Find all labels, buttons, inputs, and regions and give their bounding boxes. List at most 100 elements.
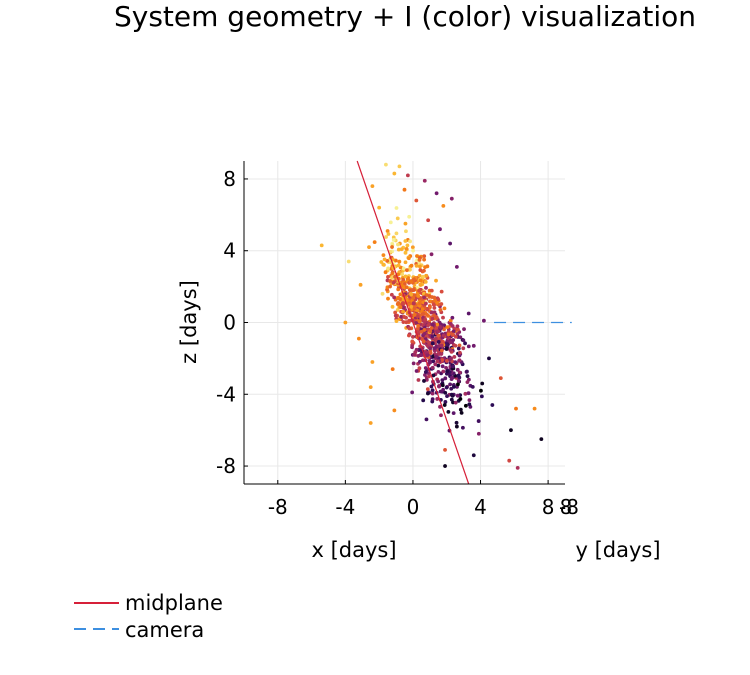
data-point <box>470 384 475 389</box>
data-point <box>409 279 413 284</box>
data-point <box>479 388 483 393</box>
data-point <box>432 346 437 351</box>
data-point <box>532 406 537 411</box>
chart-title: System geometry + I (color) visualizatio… <box>114 0 696 33</box>
data-point <box>405 243 410 248</box>
data-point <box>437 384 441 389</box>
data-point <box>436 369 441 374</box>
data-point <box>422 178 427 183</box>
data-point <box>458 397 463 401</box>
data-point <box>455 332 460 336</box>
data-point <box>448 382 453 387</box>
data-point <box>367 245 371 250</box>
data-point <box>419 353 424 358</box>
data-point <box>368 385 373 389</box>
data-point <box>380 291 385 296</box>
data-point <box>454 424 459 429</box>
data-point <box>471 343 476 348</box>
data-point <box>418 264 422 269</box>
data-point <box>430 365 435 370</box>
data-point <box>415 326 420 331</box>
data-point <box>416 354 421 358</box>
y-axis-title: y [days] <box>575 538 660 562</box>
data-point <box>411 301 416 306</box>
data-point <box>456 382 460 387</box>
data-point <box>426 218 431 223</box>
data-point <box>427 340 432 345</box>
data-point <box>408 267 412 272</box>
data-point <box>439 413 443 418</box>
data-point <box>436 333 441 338</box>
data-point <box>417 319 422 324</box>
data-point <box>435 359 440 364</box>
data-point <box>430 388 435 393</box>
data-point <box>463 403 468 408</box>
data-point <box>370 184 375 189</box>
data-point <box>411 288 416 292</box>
data-point <box>399 314 404 319</box>
data-point <box>455 393 460 398</box>
z-axis-title: z [days] <box>177 280 201 364</box>
data-point <box>393 310 398 315</box>
data-point <box>438 324 442 329</box>
data-point <box>407 288 412 292</box>
data-point <box>428 351 433 355</box>
data-point <box>392 295 397 300</box>
z-tick-label: 4 <box>223 239 236 263</box>
data-point <box>412 306 417 311</box>
data-point <box>426 391 430 396</box>
data-point <box>423 366 428 370</box>
data-point <box>431 373 436 378</box>
data-point <box>388 220 393 225</box>
data-point <box>476 419 481 423</box>
data-point <box>404 268 409 273</box>
data-point <box>456 346 461 351</box>
data-point <box>462 327 466 332</box>
data-point <box>451 384 456 389</box>
data-point <box>409 305 414 309</box>
data-point <box>463 391 468 396</box>
data-point <box>425 307 430 312</box>
data-point <box>427 374 431 379</box>
data-point <box>388 279 393 283</box>
data-point <box>423 317 428 322</box>
data-point <box>465 380 470 385</box>
data-point <box>451 364 455 369</box>
data-point <box>479 394 484 399</box>
data-point <box>448 348 453 352</box>
data-point <box>434 191 439 196</box>
x-tick-label: -8 <box>268 495 288 519</box>
data-point <box>406 256 411 261</box>
data-point <box>438 404 442 409</box>
data-point <box>421 398 426 403</box>
x-axis-title: x [days] <box>311 538 396 562</box>
data-point <box>450 393 455 398</box>
data-point <box>430 341 435 346</box>
data-point <box>441 203 446 208</box>
data-point <box>432 306 437 310</box>
data-point <box>432 313 436 318</box>
data-point <box>390 304 395 309</box>
data-point <box>418 300 422 305</box>
data-point <box>443 464 447 468</box>
data-point <box>440 378 445 383</box>
data-point <box>419 329 424 334</box>
data-point <box>372 240 377 245</box>
data-point <box>466 311 471 316</box>
data-point <box>418 283 423 287</box>
data-point <box>423 370 428 374</box>
data-point <box>386 296 390 301</box>
data-point <box>403 274 408 279</box>
data-point <box>445 369 450 374</box>
data-point <box>383 270 388 275</box>
data-point <box>434 354 439 359</box>
data-point <box>384 162 388 167</box>
data-point <box>433 336 438 341</box>
data-point <box>457 358 462 363</box>
data-point <box>448 318 453 323</box>
data-point <box>392 171 397 176</box>
data-point <box>422 257 427 262</box>
data-point <box>454 420 459 425</box>
legend-label-midplane: midplane <box>125 591 223 615</box>
